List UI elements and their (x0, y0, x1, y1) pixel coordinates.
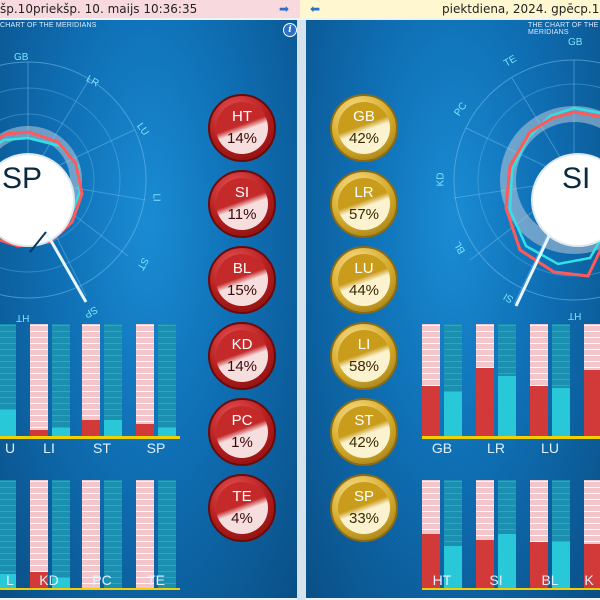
bar-label-pc: PC (92, 572, 112, 588)
arrow-left-icon[interactable]: ⬅ (310, 2, 321, 16)
arrow-right-icon[interactable]: ➡ (279, 2, 290, 16)
left-bar-charts (0, 324, 180, 590)
info-icon[interactable]: i (283, 23, 297, 37)
right-datetime-text: piektdiena, 2024. gpēcp.10pē (442, 2, 600, 16)
badge-bl[interactable]: BL 15% (208, 246, 276, 314)
left-panel-title: CHART OF THE MERIDIANS (0, 22, 97, 29)
badge-lu[interactable]: LU 44% (330, 246, 398, 314)
right-bar-label-ht: HT (432, 572, 452, 588)
right-bar-label-gb: GB (431, 440, 453, 456)
bar-label-l: L (6, 572, 14, 588)
right-bar-charts (422, 324, 600, 590)
badge-te[interactable]: TE 4% (208, 474, 276, 542)
badge-gb[interactable]: GB 42% (330, 94, 398, 162)
right-center-label: SI (562, 162, 591, 195)
left-center-label: SP (2, 162, 43, 195)
badge-si[interactable]: SI 11% (208, 170, 276, 238)
bar-label-kd: KD (39, 572, 59, 588)
right-bar-label-k: K (584, 572, 594, 588)
bar-label-sp: SP (146, 440, 166, 456)
bar-label-li: LI (43, 440, 55, 456)
badge-li[interactable]: LI 58% (330, 322, 398, 390)
badge-kd[interactable]: KD 14% (208, 322, 276, 390)
right-bar-label-bl: BL (541, 572, 559, 588)
bar-label-te: TE (147, 572, 165, 588)
panel-divider (297, 20, 306, 600)
right-radial-label-kd: KD (435, 172, 447, 187)
badge-lr[interactable]: LR 57% (330, 170, 398, 238)
badge-sp[interactable]: SP 33% (330, 474, 398, 542)
left-datetime-text: šp.10priekšp. 10. maijs 10:36:35 (0, 2, 198, 16)
left-date-strip: šp.10priekšp. 10. maijs 10:36:35 ➡ (0, 0, 300, 18)
right-radar-chart (453, 59, 600, 307)
badge-pc[interactable]: PC 1% (208, 398, 276, 466)
radial-label-gb: GB (14, 52, 29, 63)
top-bar: šp.10priekšp. 10. maijs 10:36:35 ➡ ⬅ pie… (0, 0, 600, 18)
right-radial-label-gb: GB (568, 37, 583, 48)
left-radar-chart (0, 61, 147, 303)
right-bar-label-si: SI (489, 572, 503, 588)
right-bar-label-lu: LU (541, 440, 559, 456)
radial-label-li: LI (150, 193, 162, 202)
left-meridian-panel: CHART OF THE MERIDIANS i SP GB LR LU LI … (0, 20, 297, 598)
bar-label-st: ST (93, 440, 111, 456)
right-date-strip: ⬅ piektdiena, 2024. gpēcp.10pē (300, 0, 600, 18)
badge-st[interactable]: ST 42% (330, 398, 398, 466)
right-panel-title: THE CHART OF THE MERIDIANS (528, 22, 599, 36)
right-meridian-panel: THE CHART OF THE MERIDIANS SI GB TE PC K… (306, 20, 600, 598)
bar-label-u: U (4, 440, 16, 456)
right-bar-label-lr: LR (487, 440, 505, 456)
badge-ht[interactable]: HT 14% (208, 94, 276, 162)
